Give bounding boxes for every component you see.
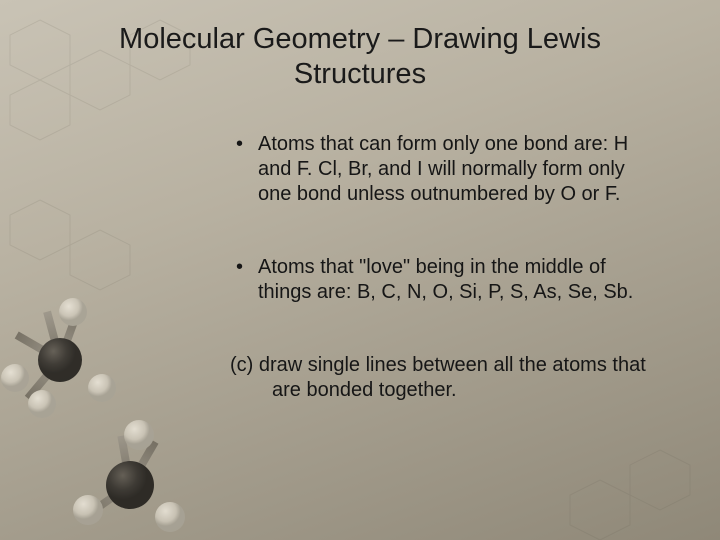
slide-body: Atoms that can form only one bond are: H… [230, 132, 650, 403]
step-text: (c) draw single lines between all the at… [230, 353, 650, 403]
slide: Molecular Geometry – Drawing Lewis Struc… [0, 0, 720, 540]
slide-title: Molecular Geometry – Drawing Lewis Struc… [100, 22, 620, 92]
molecule-decoration [0, 290, 260, 540]
bullet-list: Atoms that can form only one bond are: H… [230, 132, 650, 305]
bullet-item: Atoms that "love" being in the middle of… [230, 255, 650, 305]
bullet-item: Atoms that can form only one bond are: H… [230, 132, 650, 207]
step-item: (c) draw single lines between all the at… [230, 353, 650, 403]
